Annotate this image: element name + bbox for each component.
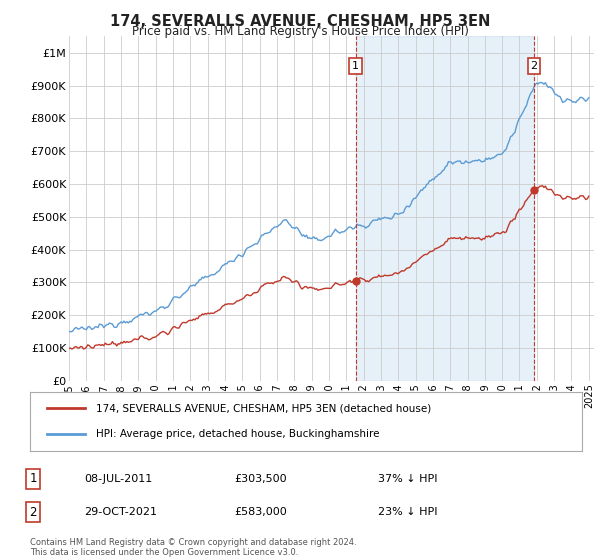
Text: 174, SEVERALLS AVENUE, CHESHAM, HP5 3EN (detached house): 174, SEVERALLS AVENUE, CHESHAM, HP5 3EN … [96, 403, 431, 413]
Text: 23% ↓ HPI: 23% ↓ HPI [378, 507, 437, 517]
Text: 174, SEVERALLS AVENUE, CHESHAM, HP5 3EN: 174, SEVERALLS AVENUE, CHESHAM, HP5 3EN [110, 14, 490, 29]
Text: £303,500: £303,500 [234, 474, 287, 484]
Bar [356, 36, 534, 381]
Text: £583,000: £583,000 [234, 507, 287, 517]
Text: 37% ↓ HPI: 37% ↓ HPI [378, 474, 437, 484]
Text: Price paid vs. HM Land Registry's House Price Index (HPI): Price paid vs. HM Land Registry's House … [131, 25, 469, 38]
Text: 2: 2 [530, 61, 538, 71]
Text: 29-OCT-2021: 29-OCT-2021 [84, 507, 157, 517]
Text: 1: 1 [352, 61, 359, 71]
Text: 08-JUL-2011: 08-JUL-2011 [84, 474, 152, 484]
Text: Contains HM Land Registry data © Crown copyright and database right 2024.
This d: Contains HM Land Registry data © Crown c… [30, 538, 356, 557]
Text: HPI: Average price, detached house, Buckinghamshire: HPI: Average price, detached house, Buck… [96, 430, 380, 440]
Text: 1: 1 [29, 472, 37, 486]
Text: 2: 2 [29, 506, 37, 519]
